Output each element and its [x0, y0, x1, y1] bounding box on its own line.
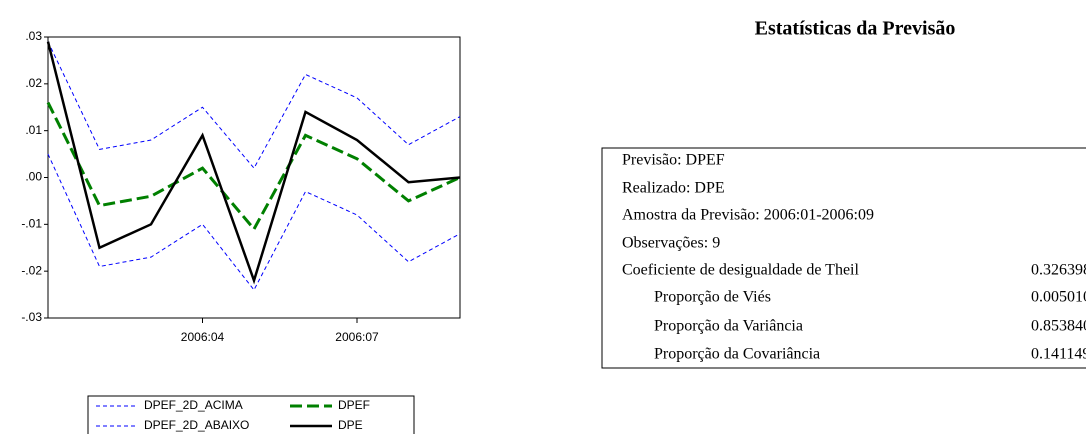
legend-label: DPEF	[338, 398, 370, 412]
stats-label: Proporção da Covariância	[654, 346, 820, 363]
y-tick-label: -.01	[21, 217, 42, 231]
legend-label: DPEF_2D_ACIMA	[144, 398, 243, 412]
y-tick-label: .00	[25, 170, 42, 184]
legend-label: DPEF_2D_ABAIXO	[144, 418, 249, 432]
plot-frame	[47, 36, 461, 319]
x-tick-label: 2006:07	[335, 330, 379, 344]
y-tick-label: .03	[25, 29, 42, 43]
stats-label: Proporção de Viés	[654, 289, 771, 306]
y-tick-label: -.02	[21, 263, 42, 277]
stats-value: 0.141149	[1031, 346, 1086, 363]
series-line	[46, 101, 461, 232]
stats-label: Proporção da Variância	[654, 318, 803, 335]
stats-value: 0.326398	[1031, 262, 1086, 279]
stats-label: Previsão: DPEF	[622, 152, 725, 169]
stats-value: 0.005010	[1031, 289, 1086, 306]
stats-box	[601, 147, 1086, 369]
stats-label: Coeficiente de desigualdade de Theil	[622, 262, 860, 279]
y-tick-label: .02	[25, 76, 42, 90]
series-line	[47, 153, 461, 291]
series-line	[46, 41, 461, 285]
series-line	[47, 41, 461, 170]
x-tick-label: 2006:04	[181, 330, 225, 344]
stats-label: Observações: 9	[622, 235, 720, 252]
stats-value: 0.853840	[1031, 318, 1086, 335]
stats-title: Estatísticas da Previsão	[755, 18, 956, 40]
stats-label: Realizado: DPE	[622, 180, 725, 197]
legend-label: DPE	[338, 418, 363, 432]
y-tick-label: -.03	[21, 310, 42, 324]
y-tick-label: .01	[25, 123, 42, 137]
stats-label: Amostra da Previsão: 2006:01-2006:09	[622, 207, 874, 224]
